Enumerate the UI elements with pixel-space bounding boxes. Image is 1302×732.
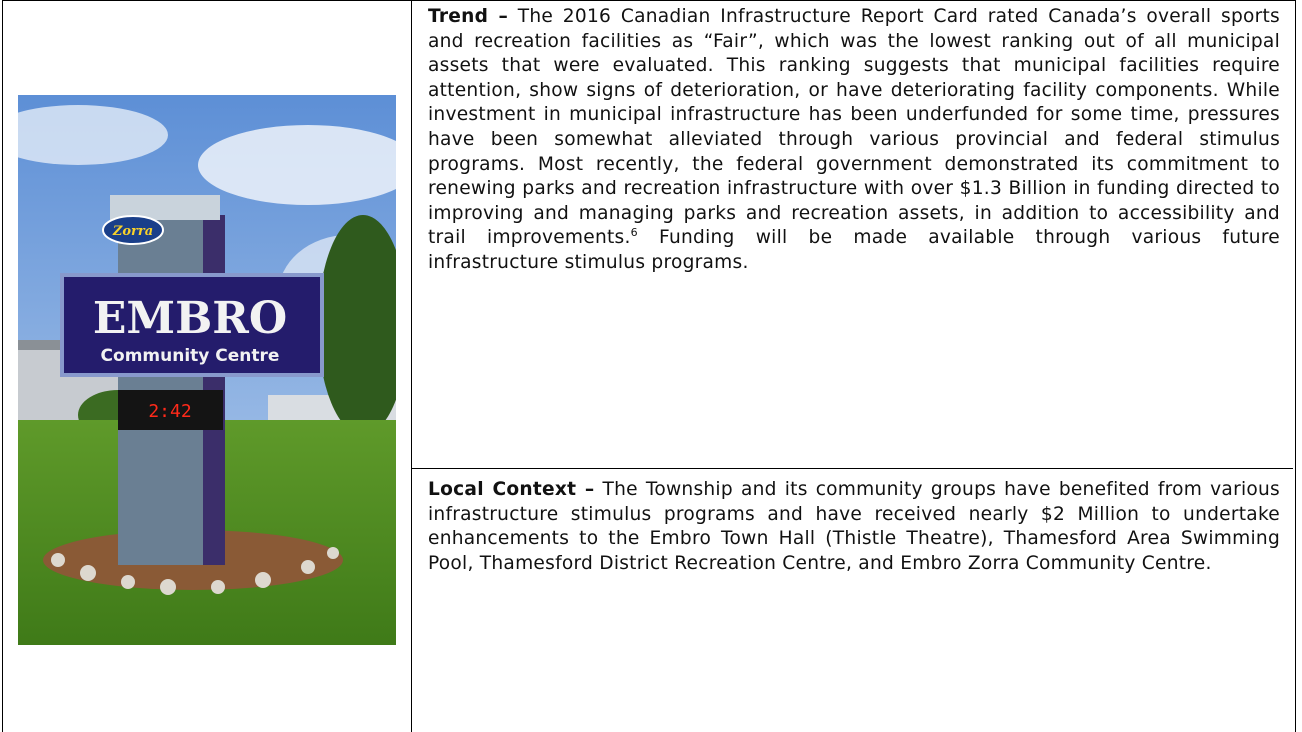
column-divider — [411, 0, 412, 732]
row-label: Local Context – — [428, 479, 595, 500]
row-label: Trend – — [428, 6, 509, 27]
photo: Zorra EMBRO Community Centre 2:42 — [18, 95, 396, 645]
row-text: The Township and its community groups ha… — [428, 479, 1280, 574]
row-text: The 2016 Canadian Infrastructure Report … — [428, 6, 1280, 249]
sign-logo: Zorra — [112, 224, 153, 239]
sign-subtitle: Community Centre — [101, 346, 280, 366]
sign-clock: 2:42 — [148, 401, 191, 422]
sign-name: EMBRO — [93, 293, 287, 344]
row-text: Funding will be made available through v… — [428, 227, 1280, 273]
row-divider — [411, 468, 1293, 469]
footnote: 6 — [630, 226, 638, 240]
local-context-cell: Local Context – The Township and its com… — [428, 478, 1280, 576]
trend-cell: Trend – The 2016 Canadian Infrastructure… — [428, 5, 1280, 276]
